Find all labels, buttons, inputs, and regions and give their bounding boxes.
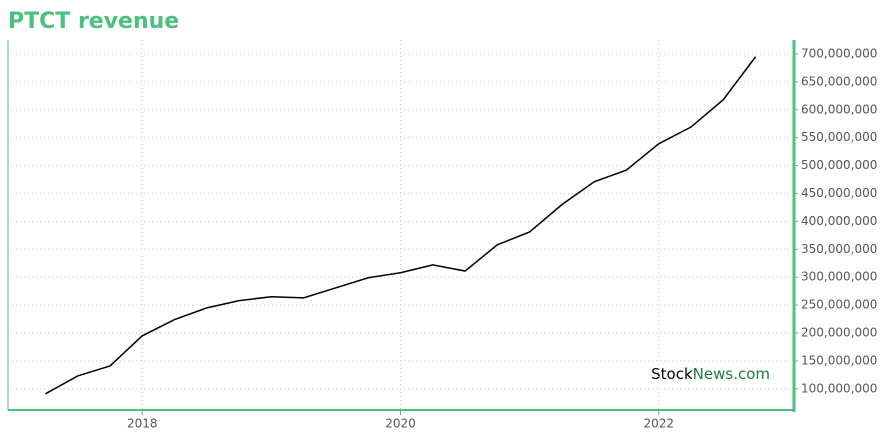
chart-title: PTCT revenue — [8, 9, 179, 34]
y-tick-label: 300,000,000 — [801, 270, 877, 284]
y-tick-label: 650,000,000 — [801, 74, 877, 88]
watermark-news: News.com — [693, 365, 770, 383]
y-tick-label: 100,000,000 — [801, 381, 877, 395]
y-tick-label: 700,000,000 — [801, 46, 877, 60]
y-tick-label: 200,000,000 — [801, 325, 877, 339]
x-tick-label: 2022 — [643, 417, 674, 431]
y-tick-label: 550,000,000 — [801, 130, 877, 144]
y-tick-label: 500,000,000 — [801, 158, 877, 172]
y-tick-label: 600,000,000 — [801, 102, 877, 116]
line-series — [45, 56, 757, 395]
y-tick-label: 400,000,000 — [801, 214, 877, 228]
y-tick-label: 350,000,000 — [801, 242, 877, 256]
x-tick-label: 2020 — [385, 417, 416, 431]
y-tick-label: 150,000,000 — [801, 353, 877, 367]
y-tick-label: 450,000,000 — [801, 186, 877, 200]
watermark-stock: Stock — [651, 365, 693, 383]
watermark: StockNews.com — [651, 365, 770, 383]
x-tick-label: 2018 — [127, 417, 158, 431]
y-tick-label: 250,000,000 — [801, 298, 877, 312]
